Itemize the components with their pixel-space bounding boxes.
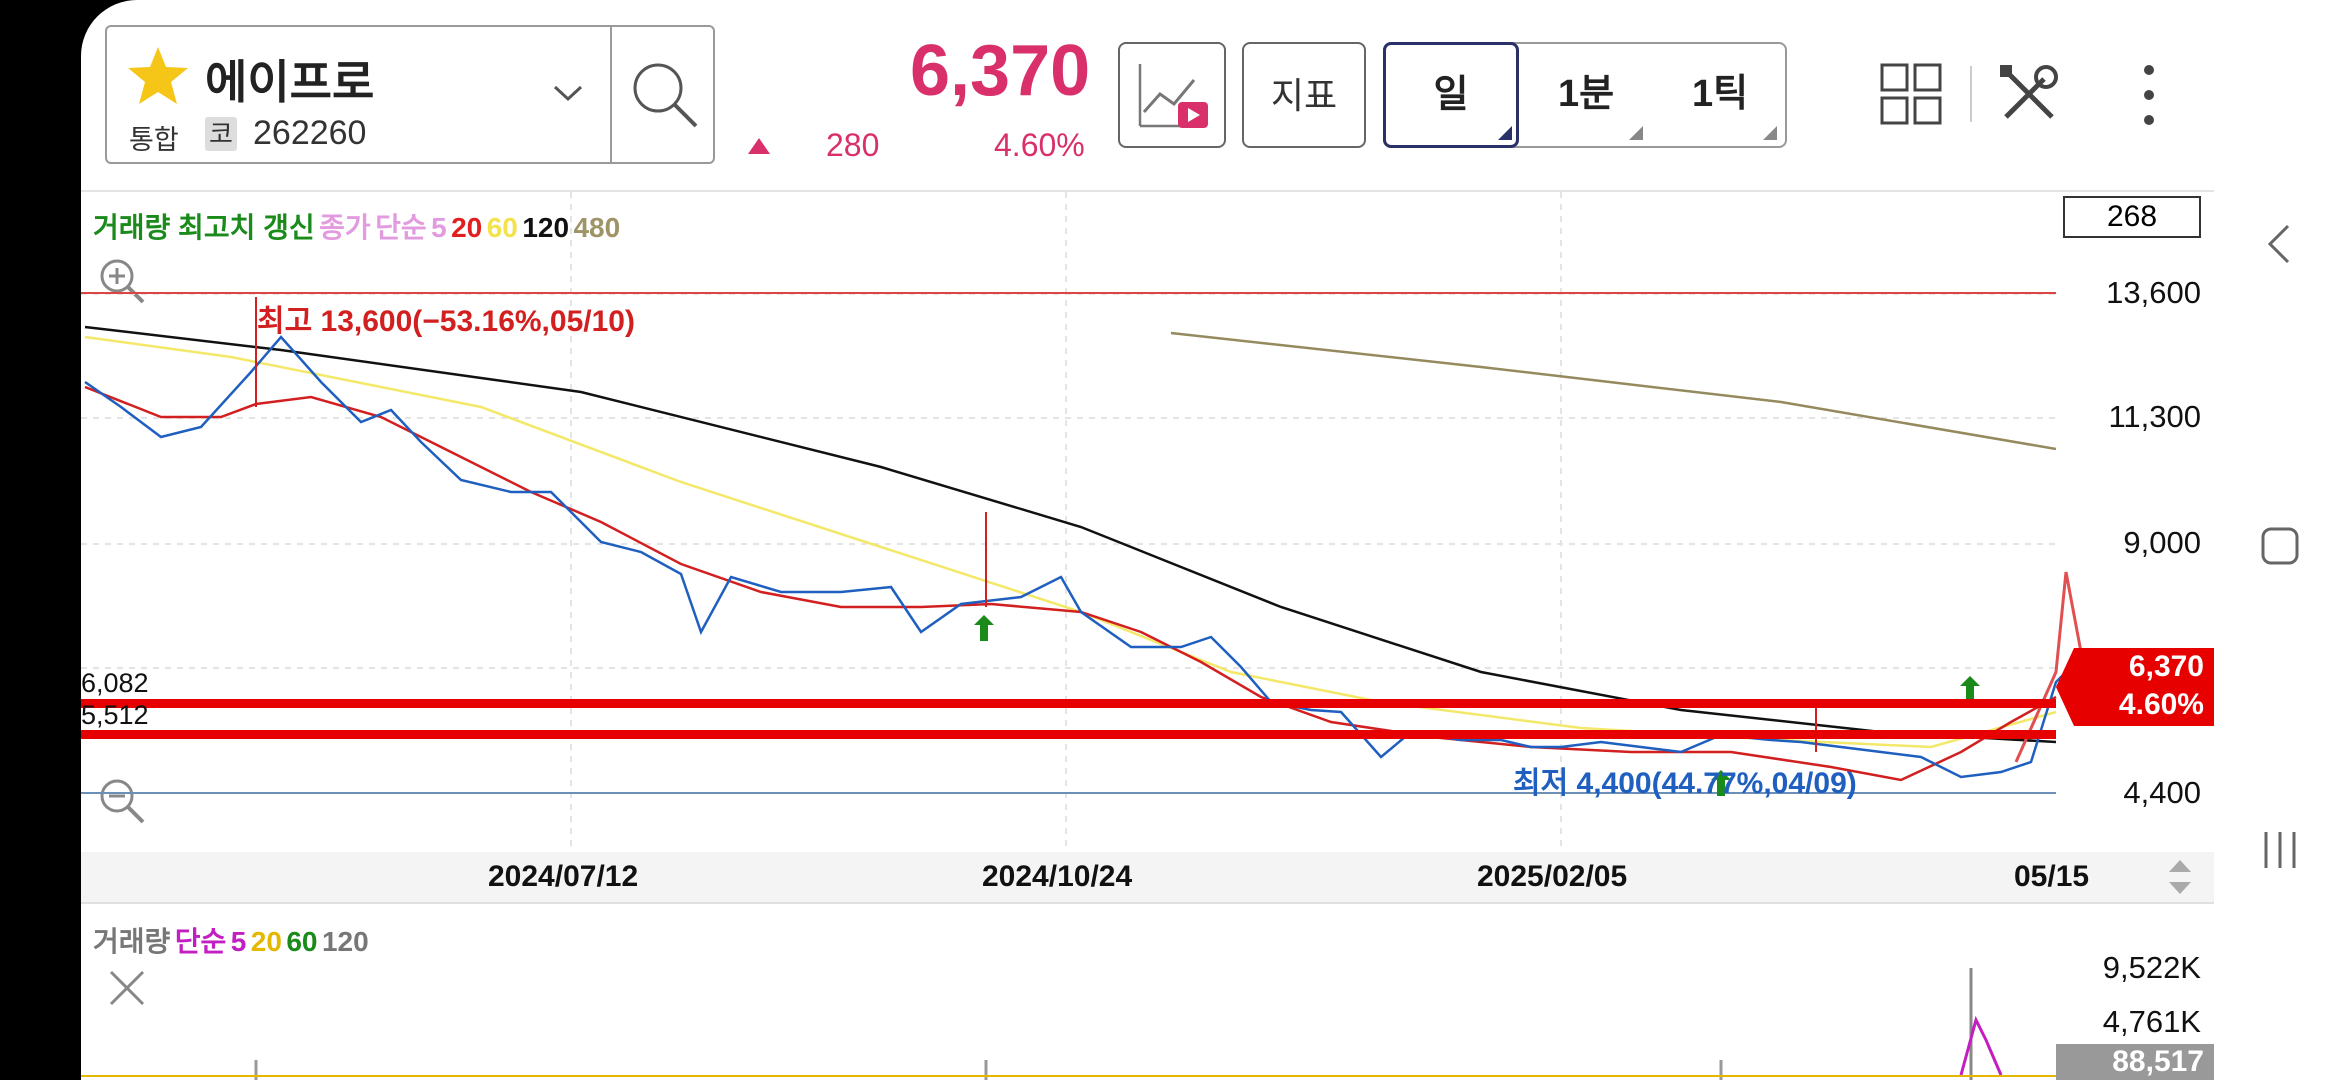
y-tick-label: 9,000 [2123,525,2201,560]
volume-y-tick: 4,761K [2102,1004,2201,1039]
volume-legend-ma60: 60 [286,926,318,957]
legend-ma120: 120 [522,212,570,243]
period-daily-tab[interactable]: 일 [1383,42,1519,148]
system-navigation-bar [2214,0,2340,1080]
level-line-upper[interactable] [81,699,2056,708]
stock-name-box[interactable] [105,25,612,164]
x-tick-label: 2024/07/12 [488,860,639,893]
x-tick-label: 05/15 [2014,860,2090,893]
chart-play-icon [1138,64,1208,128]
tools-icon[interactable] [1998,63,2060,125]
ma480-line [1170,331,2057,451]
y-tick-label: 13,600 [2106,275,2201,310]
volume-legend-ma120: 120 [321,926,369,957]
price-change: 280 [826,127,880,163]
volume-legend-ma20: 20 [250,926,282,957]
up-arrow-icon [1960,676,1980,702]
chevron-down-icon[interactable] [551,82,585,104]
ma120-line [84,325,2057,744]
volume-legend[interactable]: 거래량 단순 5 20 60 120 [93,920,369,960]
legend-volume-high: 거래량 최고치 갱신 [93,212,315,243]
up-triangle-icon [748,138,770,154]
y-tick-label: 11,300 [2108,399,2201,434]
stock-code: 262260 [253,114,367,152]
current-price-tag-pct: 4.60% [2118,688,2204,721]
current-price-tag-value: 6,370 [2128,650,2204,683]
high-label: 최고 13,600(−53.16%,05/10) [257,305,635,338]
legend-ma20: 20 [451,212,483,243]
legend-close: 종가 [319,212,371,243]
axis-scroll-icon[interactable] [2165,856,2195,898]
low-label: 최저 4,400(44.77%,04/09) [1513,767,1857,800]
chart-app: 에이프로 통합 코 262260 6,370 280 4.60% 지표 일 1분 [81,0,2214,1080]
legend-ma480: 480 [573,212,621,243]
up-arrow-icon [974,615,994,641]
x-tick-label: 2024/10/24 [982,860,1133,893]
period-1min-tab[interactable]: 1분 [1557,73,1615,115]
close-icon[interactable] [107,968,147,1008]
tab-corner-icon [1498,126,1512,140]
up-arrow-icon [1711,770,1731,796]
tab-corner-icon [1629,126,1643,140]
level-line-lower[interactable] [81,730,2056,739]
market-code-badge: 코 [205,117,237,151]
back-icon[interactable] [2264,222,2294,266]
volume-chart[interactable] [81,960,2214,1080]
price-chart-legend[interactable]: 거래량 최고치 갱신 종가 단순 5 20 60 120 480 [93,206,620,246]
level-label-lower: 5,512 [81,700,149,730]
price-change-pct: 4.60% [994,127,1085,163]
zoom-in-icon[interactable] [97,256,147,306]
volume-y-tick: 9,522K [2102,950,2201,985]
divider [1970,66,1972,122]
current-price-tag [2056,648,2214,726]
current-volume-tag: 88,517 [2056,1044,2214,1080]
y-tick-label: 4,400 [2123,775,2201,810]
ma20-line [84,385,2057,782]
header-divider [81,190,2214,192]
layout-grid-icon[interactable] [1880,63,1942,125]
legend-ma60: 60 [486,212,518,243]
star-icon[interactable] [125,44,191,108]
panel-divider [81,902,2214,904]
recent-apps-icon[interactable] [2260,828,2300,872]
price-line [84,335,2112,779]
level-label-upper: 6,082 [81,668,149,698]
stock-name: 에이프로 [205,56,375,108]
market-tag: 통합 [129,125,179,155]
legend-ma5: 5 [431,212,447,243]
home-icon[interactable] [2260,526,2300,566]
more-vertical-icon[interactable] [2136,60,2162,130]
stock-search-box[interactable] [105,25,715,164]
x-tick-label: 2025/02/05 [1477,860,1628,893]
search-icon[interactable] [628,58,702,132]
x-axis[interactable] [81,852,2214,902]
volume-legend-title: 거래량 [93,926,171,957]
indicator-button[interactable]: 지표 [1242,42,1366,148]
chart-replay-button[interactable] [1118,42,1226,148]
candle-count-box[interactable]: 268 [2063,196,2201,238]
ma60-line [84,335,2057,749]
period-1tick-tab[interactable]: 1틱 [1691,73,1749,115]
current-price: 6,370 [910,31,1091,111]
volume-legend-ma5: 5 [230,926,247,957]
volume-legend-simple: 단순 [174,926,227,957]
legend-simple: 단순 [375,212,427,243]
tab-corner-icon [1763,126,1777,140]
zoom-out-icon[interactable] [97,776,147,826]
price-chart[interactable] [81,192,2214,852]
